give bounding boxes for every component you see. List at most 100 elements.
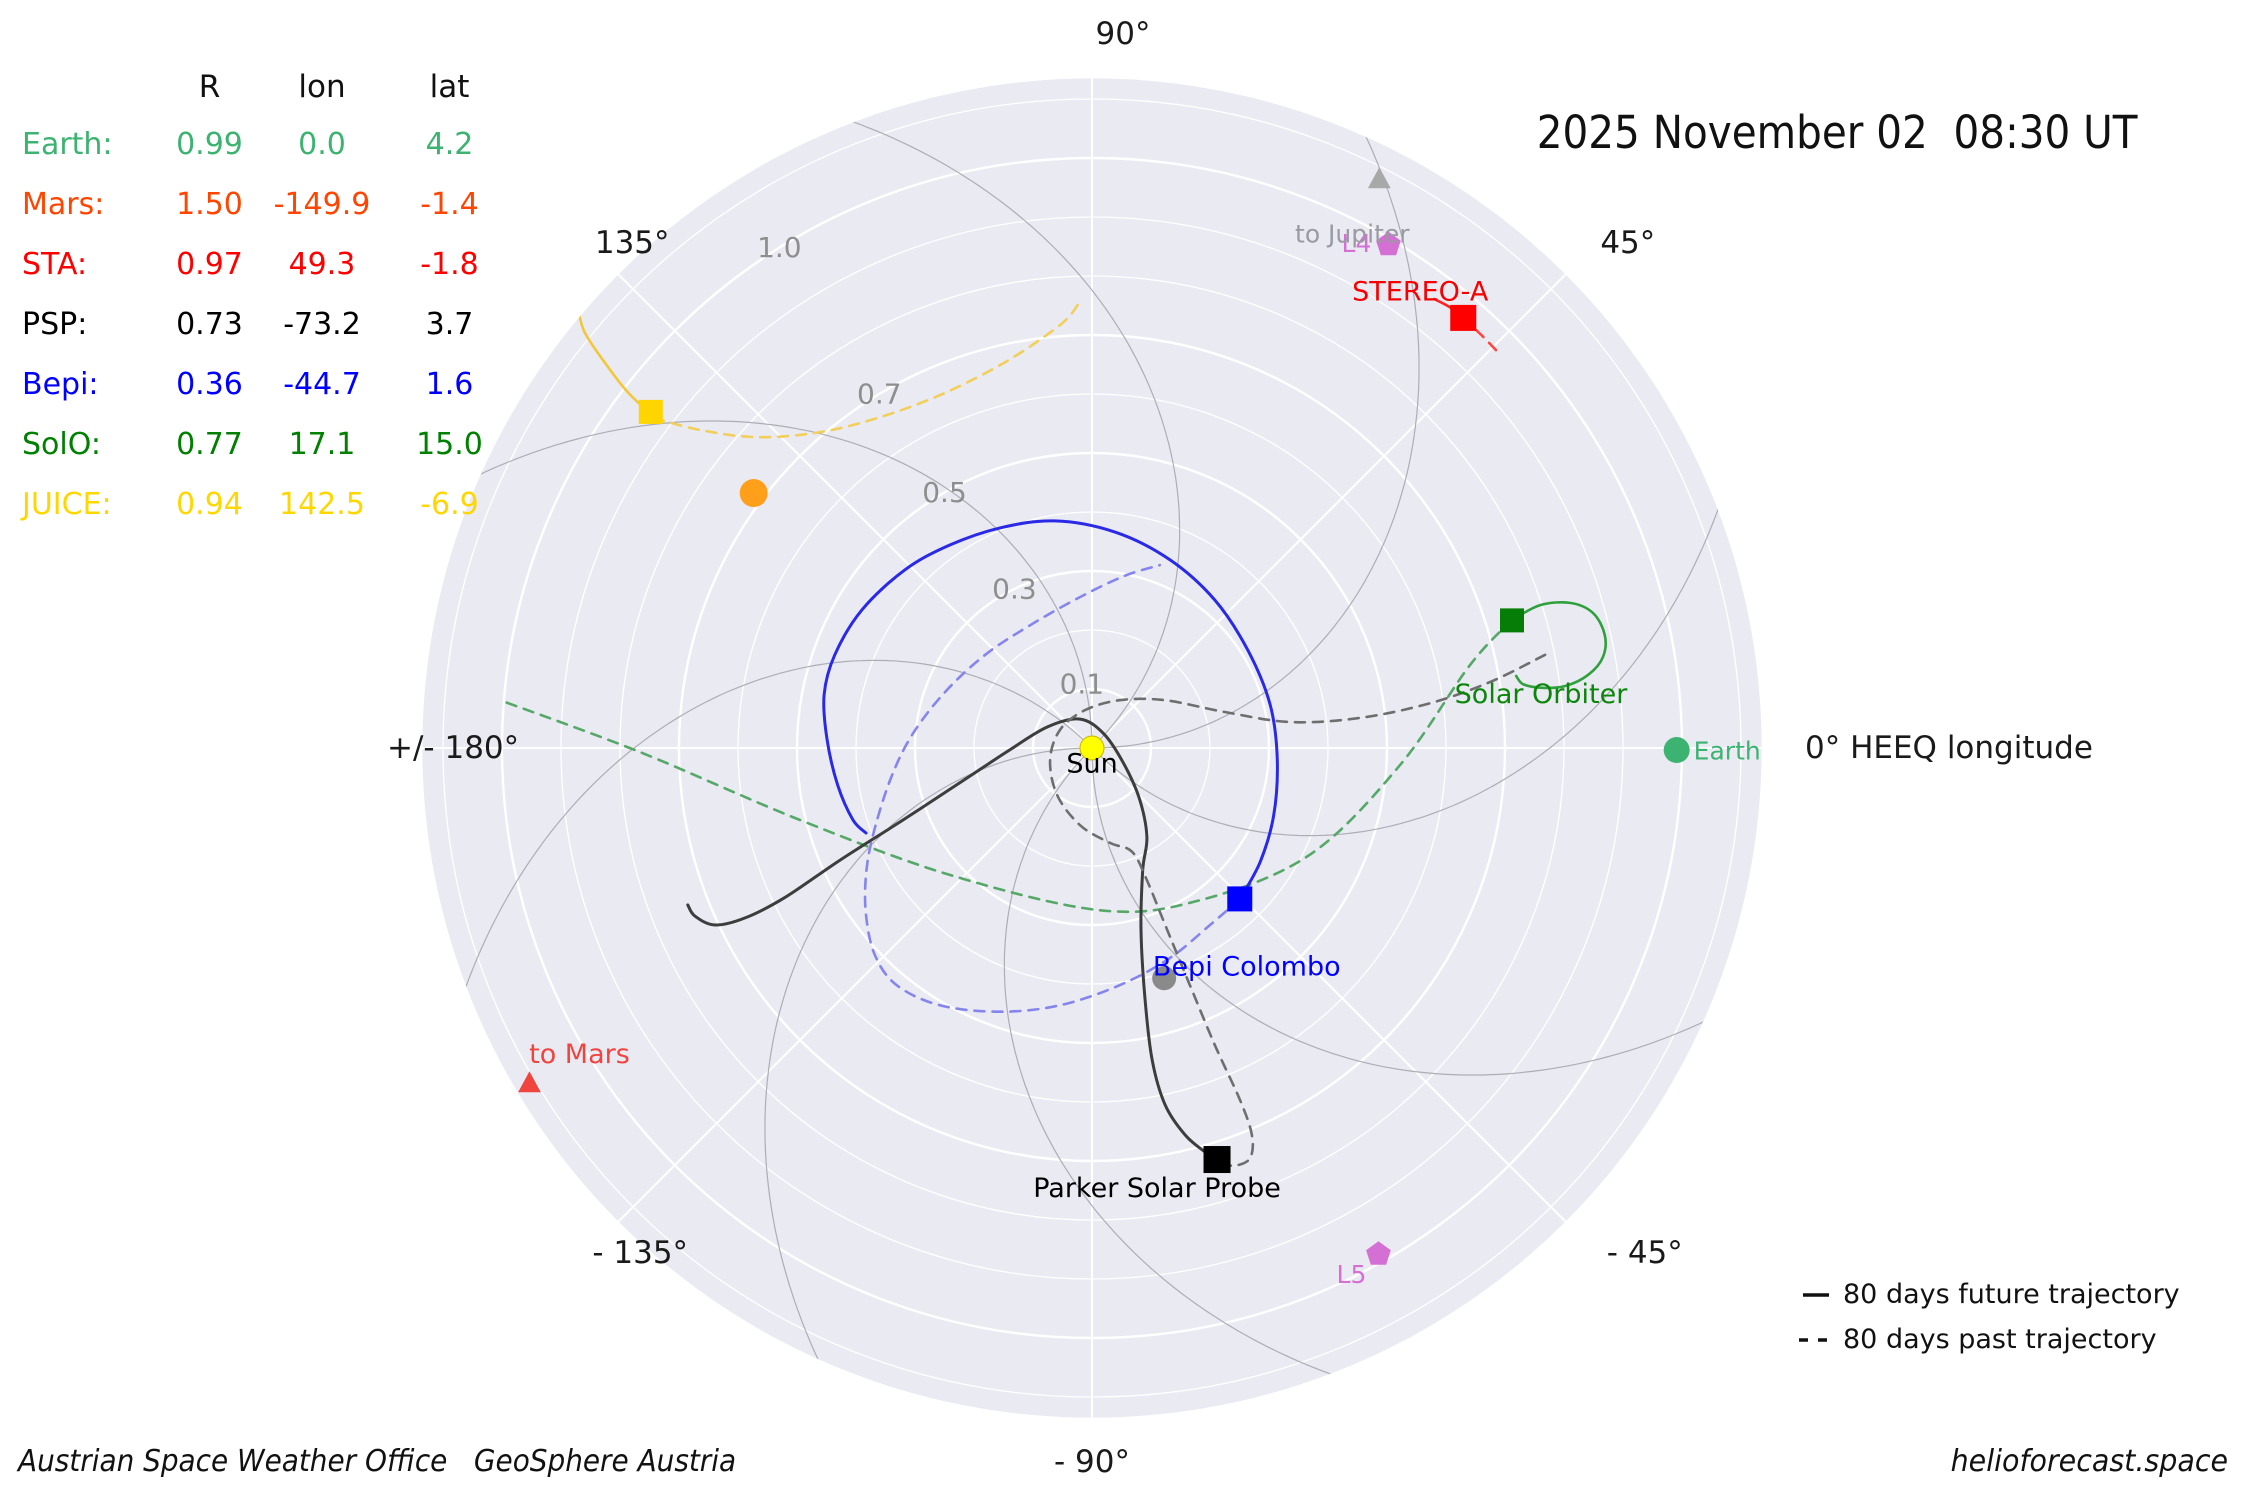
body-name: STA:	[22, 246, 88, 282]
solar-orbiter-label: Solar Orbiter	[1455, 679, 1629, 710]
value-r: 0.77	[176, 426, 243, 462]
value-lat: 3.7	[425, 306, 474, 342]
value-lat: 4.2	[425, 126, 474, 162]
value-lon: 142.5	[279, 486, 365, 522]
value-r: 0.73	[176, 306, 243, 342]
value-lat: 15.0	[416, 426, 483, 462]
legend-item-label: 80 days past trajectory	[1843, 1324, 2157, 1355]
ephemeris-row-earth: Earth: 0.99 0.0 4.2	[22, 114, 512, 174]
l4-label: L4	[1342, 229, 1372, 258]
stereo-a-label: STEREO-A	[1352, 276, 1489, 307]
parker-spiral-6	[1091, 759, 1708, 1076]
datetime-label: 2025 November 02 08:30 UT	[1537, 106, 2138, 159]
footer-organisation: Austrian Space Weather Office GeoSphere …	[18, 1444, 737, 1479]
mercury-marker	[1152, 966, 1177, 991]
solid-line-icon	[1795, 1290, 1837, 1300]
l4-marker	[1376, 231, 1401, 256]
value-lon: -73.2	[283, 306, 361, 342]
plot-area	[422, 78, 1762, 1418]
parker-spiral-7	[1100, 505, 1720, 837]
ring-label-0.3: 0.3	[992, 572, 1037, 605]
grid-radial-315	[1091, 747, 1567, 1223]
earth-marker	[1663, 737, 1690, 764]
ephemeris-row-juice: JUICE: 0.94 142.5 -6.9	[22, 474, 512, 534]
ephemeris-row-mars: Mars: 1.50 -149.9 -1.4	[22, 174, 512, 234]
value-lon: 49.3	[288, 246, 356, 282]
sun-marker	[1079, 735, 1105, 761]
trajectory-bepi-colombo-future	[822, 519, 1279, 901]
trajectory-bepi-colombo-past	[863, 563, 1242, 1013]
legend-item-label: 80 days future trajectory	[1843, 1279, 2180, 1310]
trajectory-parker-solar-probe-past	[1048, 653, 1547, 1168]
body-name: PSP:	[22, 306, 88, 342]
value-r: 0.97	[176, 246, 243, 282]
value-lon: -44.7	[283, 366, 361, 402]
theta-label-45: 45°	[1600, 225, 1655, 261]
trajectory-legend: 80 days future trajectory 80 days past t…	[1795, 1272, 2180, 1362]
body-name: Bepi:	[22, 366, 99, 402]
parker-spiral-5	[1003, 756, 1335, 1376]
body-name: Earth:	[22, 126, 113, 162]
legend-item-past: 80 days past trajectory	[1795, 1317, 2180, 1362]
juice-marker	[638, 399, 663, 424]
trajectory-parker-solar-probe-future	[686, 717, 1219, 1162]
ephemeris-row-bepi: Bepi: 0.36 -44.7 1.6	[22, 354, 512, 414]
ephemeris-row-sta: STA: 0.97 49.3 -1.8	[22, 234, 512, 294]
ephemeris-row-solo: SolO: 0.77 17.1 15.0	[22, 414, 512, 474]
l5-marker	[1366, 1241, 1391, 1265]
value-lat: -1.8	[420, 246, 479, 282]
legend-item-future: 80 days future trajectory	[1795, 1272, 2180, 1317]
value-lat: -1.4	[420, 186, 479, 222]
sun-label: Sun	[1066, 749, 1117, 780]
to-mars-marker	[518, 1071, 541, 1093]
bepi-colombo-label: Bepi Colombo	[1153, 951, 1341, 982]
grid-radial-225	[617, 747, 1093, 1223]
theta-label-0: 0° HEEQ longitude	[1805, 730, 2093, 766]
venus-marker	[739, 479, 768, 508]
trajectory-solar-orbiter-future	[1510, 601, 1607, 690]
value-lon: -149.9	[273, 186, 371, 222]
footer-website: helioforecast.space	[1950, 1444, 2228, 1479]
column-header-lon: lon	[298, 69, 346, 105]
ephemeris-row-psp: PSP: 0.73 -73.2 3.7	[22, 294, 512, 354]
value-lat: -6.9	[420, 486, 479, 522]
body-name: JUICE:	[22, 486, 112, 522]
stereo-a-marker	[1450, 304, 1477, 331]
to-jupiter-label: to Jupiter	[1295, 220, 1410, 249]
ring-label-0.5: 0.5	[922, 476, 967, 509]
value-lon: 0.0	[298, 126, 346, 162]
grid-radial-135	[617, 273, 1093, 749]
body-name: Mars:	[22, 186, 105, 222]
earth-label: Earth	[1694, 737, 1761, 766]
theta-label-90: 90°	[1096, 16, 1151, 52]
theta-label-180: +/- 180°	[387, 730, 519, 766]
column-header-r: R	[198, 69, 221, 105]
theta-label--90: - 90°	[1054, 1444, 1130, 1480]
ring-label-0.7: 0.7	[857, 377, 902, 410]
ephemeris-header-row: R lon lat	[22, 60, 512, 114]
value-r: 1.50	[176, 186, 243, 222]
value-r: 0.36	[176, 366, 243, 402]
bepi-colombo-marker	[1227, 886, 1253, 912]
parker-spiral-3	[464, 659, 1084, 991]
solar-orbiter-marker	[1500, 608, 1525, 633]
to-mars-label: to Mars	[529, 1039, 630, 1070]
trajectory-juice-past	[652, 303, 1080, 439]
column-header-lat: lat	[429, 69, 470, 105]
value-r: 0.99	[176, 126, 243, 162]
body-name: SolO:	[22, 426, 101, 462]
value-r: 0.94	[176, 486, 243, 522]
value-lat: 1.6	[425, 366, 474, 402]
to-jupiter-marker	[1367, 167, 1391, 189]
ring-label-1.0: 1.0	[757, 231, 802, 264]
parker-solar-probe-label: Parker Solar Probe	[1033, 1173, 1281, 1204]
ephemeris-table: R lon lat Earth: 0.99 0.0 4.2 Mars: 1.50 -149.…	[22, 60, 512, 534]
parker-solar-probe-marker	[1203, 1146, 1231, 1174]
l5-label: L5	[1337, 1260, 1367, 1289]
parker-spiral-1	[849, 120, 1181, 740]
grid-radial-45	[1091, 273, 1567, 749]
value-lon: 17.1	[288, 426, 356, 462]
theta-label--135: - 135°	[592, 1235, 688, 1271]
